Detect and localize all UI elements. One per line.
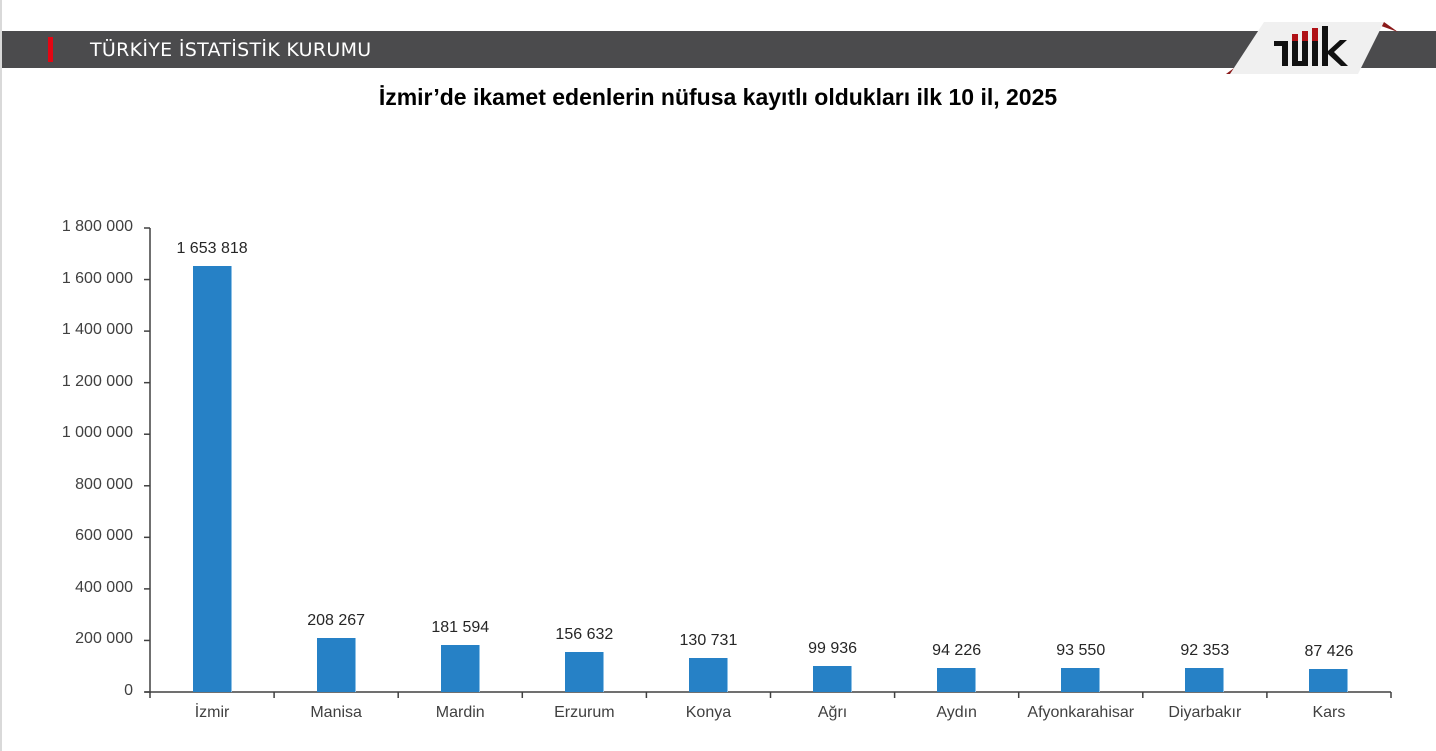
bar <box>937 667 977 692</box>
y-tick-label: 600 000 <box>75 527 133 545</box>
bar-value-label: 156 632 <box>555 625 614 643</box>
y-tick-label: 1 000 000 <box>61 424 133 442</box>
x-category-label: Kars <box>1312 704 1346 721</box>
bar-value-label: 208 267 <box>307 612 366 630</box>
x-category-label: Ağrı <box>817 704 848 721</box>
x-category-label: Aydın <box>936 704 977 721</box>
y-tick-label: 400 000 <box>75 578 133 596</box>
bar-value-label: 130 731 <box>679 632 738 650</box>
x-category-label: Mardin <box>435 704 485 721</box>
organization-name: TÜRKİYE İSTATİSTİK KURUMU <box>90 39 372 61</box>
y-tick-label: 1 800 000 <box>61 218 133 235</box>
x-category-label: Diyarbakır <box>1168 704 1242 721</box>
bar <box>316 638 356 692</box>
bar <box>1309 669 1349 692</box>
header-bar <box>2 31 1436 68</box>
y-tick-label: 0 <box>124 682 133 699</box>
bar-value-label: 181 594 <box>431 619 490 637</box>
y-tick-label: 1 200 000 <box>61 372 133 390</box>
y-tick-label: 800 000 <box>75 475 133 493</box>
header-accent-mark <box>48 37 53 62</box>
x-category-label: Afyonkarahisar <box>1027 704 1135 721</box>
bar <box>192 265 232 692</box>
x-category-label: Konya <box>685 704 732 721</box>
page-edge <box>0 0 2 751</box>
tuik-logo-icon <box>1226 22 1398 74</box>
bar-value-label: 92 353 <box>1180 642 1230 660</box>
bar-value-label: 94 226 <box>932 641 982 659</box>
bar-value-label: 87 426 <box>1304 643 1354 661</box>
y-tick-label: 1 600 000 <box>61 269 133 287</box>
bar-value-label: 1 653 818 <box>176 239 248 257</box>
y-tick-label: 200 000 <box>75 630 133 648</box>
bar <box>564 651 604 692</box>
bar <box>440 645 480 692</box>
bar <box>1185 668 1225 692</box>
bar <box>688 658 728 692</box>
x-category-label: İzmir <box>194 704 230 721</box>
bar-value-label: 93 550 <box>1056 641 1106 659</box>
chart-title: İzmir’de ikamet edenlerin nüfusa kayıtlı… <box>378 84 1058 110</box>
bar <box>1061 667 1101 692</box>
bar <box>813 666 853 692</box>
x-category-label: Manisa <box>310 704 362 721</box>
bar-value-label: 99 936 <box>808 640 858 658</box>
y-tick-label: 1 400 000 <box>61 321 133 339</box>
x-category-label: Erzurum <box>554 704 615 721</box>
